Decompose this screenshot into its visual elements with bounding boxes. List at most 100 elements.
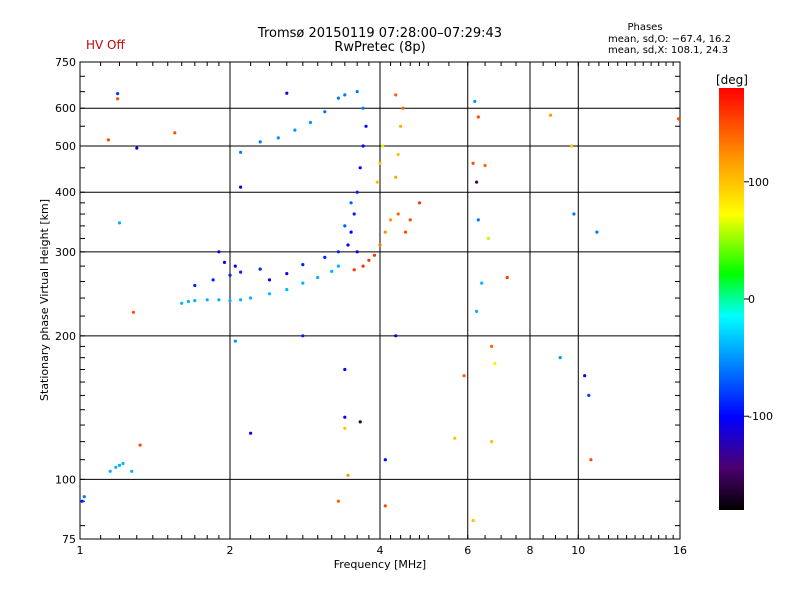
data-point — [352, 268, 356, 272]
data-point — [403, 230, 408, 234]
data-point — [316, 275, 320, 280]
data-point — [587, 393, 591, 397]
data-point — [505, 275, 509, 280]
data-point — [193, 299, 197, 303]
data-point — [233, 264, 237, 268]
colorbar-tick-label: 100 — [748, 176, 769, 189]
data-point — [343, 415, 347, 419]
x-tick-label: 8 — [527, 544, 534, 557]
data-point — [267, 278, 272, 282]
data-point — [336, 499, 340, 503]
data-point — [301, 334, 305, 338]
data-point — [239, 150, 243, 154]
data-point — [493, 361, 497, 366]
data-point — [401, 106, 405, 110]
data-point — [336, 264, 340, 268]
grid-lines — [80, 62, 680, 539]
data-point — [211, 278, 215, 282]
data-point — [570, 144, 574, 148]
x-tick-label: 16 — [673, 544, 687, 557]
x-tick-label: 4 — [377, 544, 384, 557]
data-point — [239, 298, 243, 302]
data-points — [80, 90, 681, 523]
colorbar-unit: [deg] — [716, 73, 748, 87]
data-point — [372, 253, 377, 257]
data-point — [355, 190, 359, 194]
y-tick-label: 400 — [55, 186, 76, 199]
chart-subtitle: RwPretec (8p) — [334, 40, 426, 55]
data-point — [249, 431, 253, 435]
data-point — [131, 310, 135, 314]
x-tick-label: 1 — [77, 544, 84, 557]
data-point — [258, 267, 262, 271]
data-point — [343, 93, 347, 97]
data-point — [285, 91, 289, 95]
data-point — [367, 258, 371, 262]
data-point — [135, 146, 139, 150]
colorbar-ticks: 100 0 -100 — [744, 176, 773, 423]
data-point — [285, 272, 289, 276]
y-tick-label: 300 — [55, 246, 76, 259]
hv-status: HV Off — [86, 38, 125, 52]
data-point — [121, 461, 125, 466]
data-point — [394, 93, 398, 97]
data-point — [308, 120, 312, 125]
data-point — [572, 212, 576, 216]
data-point — [396, 152, 400, 157]
phase-info-title: Phases — [627, 22, 663, 33]
data-point — [180, 301, 184, 305]
data-point — [490, 440, 494, 444]
data-point — [583, 374, 587, 378]
data-point — [138, 443, 142, 447]
data-point — [476, 115, 480, 119]
data-point — [301, 263, 305, 267]
data-point — [462, 374, 466, 378]
data-point — [417, 201, 422, 205]
x-tick-label: 6 — [464, 544, 471, 557]
x-tick-label: 2 — [227, 544, 234, 557]
colorbar-tick-label: -100 — [748, 410, 773, 423]
data-point — [343, 367, 347, 372]
data-point — [330, 269, 334, 273]
data-point — [301, 281, 305, 285]
minor-ticks — [80, 62, 680, 539]
data-point — [473, 99, 477, 103]
data-point — [82, 495, 86, 499]
data-point — [375, 180, 379, 184]
data-point — [116, 92, 120, 96]
data-point — [549, 113, 553, 117]
y-tick-label: 500 — [55, 140, 76, 153]
data-point — [106, 138, 110, 142]
data-point — [558, 356, 562, 360]
data-point — [193, 283, 197, 288]
data-point — [361, 264, 365, 268]
x-tick-label: 10 — [571, 544, 585, 557]
data-point — [285, 288, 289, 292]
data-point — [114, 465, 118, 469]
data-point — [490, 344, 494, 348]
chart-title: Tromsø 20150119 07:28:00–07:29:43 — [257, 26, 503, 41]
data-point — [378, 161, 382, 165]
y-tick-labels: 75 100 200 300 400 500 600 750 — [55, 56, 76, 546]
data-point — [471, 518, 475, 523]
data-point — [677, 117, 681, 121]
data-point — [343, 426, 347, 430]
data-point — [349, 230, 353, 234]
data-point — [239, 270, 243, 274]
y-tick-label: 100 — [55, 473, 76, 486]
data-point — [276, 136, 280, 140]
y-axis-label: Stationary phase Virtual Height [km] — [38, 199, 51, 401]
data-point — [486, 236, 490, 240]
y-tick-label: 600 — [55, 102, 76, 115]
data-point — [352, 212, 356, 216]
colorbar — [719, 88, 744, 510]
data-point — [453, 436, 457, 440]
colorbar-tick-label: 0 — [748, 293, 755, 306]
data-point — [346, 243, 350, 247]
data-point — [205, 298, 209, 302]
data-point — [346, 473, 350, 477]
data-point — [358, 420, 362, 424]
data-point — [394, 175, 398, 179]
x-tick-labels: 1 2 4 6 8 10 16 — [77, 544, 688, 557]
data-point — [361, 106, 365, 110]
